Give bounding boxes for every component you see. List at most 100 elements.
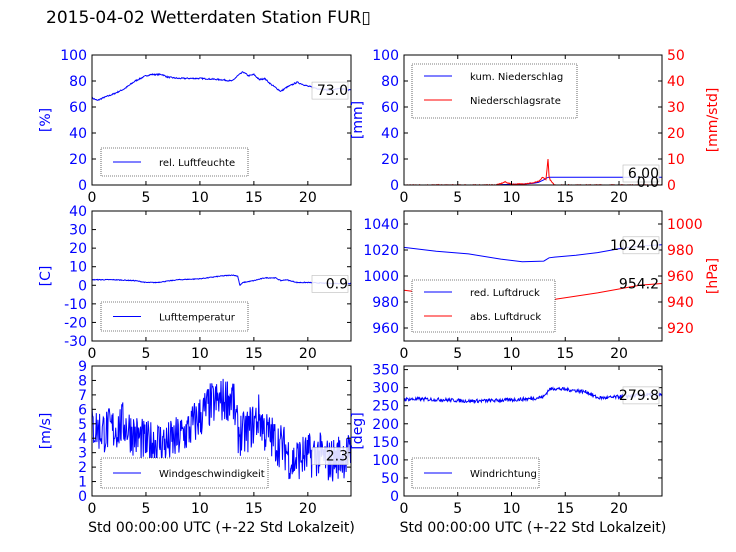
y-right-tick-label: 960 xyxy=(667,269,694,285)
y-tick-label: 150 xyxy=(372,435,399,451)
current-value-label: 279.8 xyxy=(619,388,659,404)
x-tick-label: 20 xyxy=(610,190,628,206)
x-tick-label: 10 xyxy=(191,346,209,362)
y-tick-label: -30 xyxy=(64,334,87,350)
legend-label: kum. Niederschlag xyxy=(470,72,563,83)
current-value-label: 1024.0 xyxy=(610,238,659,254)
x-tick-label: 15 xyxy=(556,346,574,362)
x-tick-label: 0 xyxy=(88,501,97,517)
y-axis-label: [deg] xyxy=(350,412,366,449)
legend-label: Lufttemperatur xyxy=(159,313,236,324)
x-tick-label: 0 xyxy=(88,190,97,206)
y-tick-label: 100 xyxy=(60,48,87,64)
series-line-1 xyxy=(404,386,662,405)
y-tick-label: 6 xyxy=(78,402,87,418)
legend-label: rel. Luftfeuchte xyxy=(159,158,235,169)
series-line-1 xyxy=(404,244,662,263)
x-tick-label: 5 xyxy=(141,346,150,362)
value-label-box xyxy=(622,236,660,255)
y-tick-label: 2 xyxy=(78,460,87,476)
y-tick-label: 1040 xyxy=(363,217,399,233)
current-value-label: 6.00 xyxy=(628,166,659,182)
x-tick-label: 5 xyxy=(453,501,462,517)
y-right-tick-label: 0 xyxy=(667,178,676,194)
y-tick-label: 0 xyxy=(78,178,87,194)
current-value-label: 0.9 xyxy=(326,276,348,292)
y-axis-label: [C] xyxy=(38,266,54,287)
y-tick-label: 20 xyxy=(69,152,87,168)
x-tick-label: 15 xyxy=(556,501,574,517)
y-right-tick-label: 50 xyxy=(667,48,685,64)
x-tick-label: 0 xyxy=(400,346,409,362)
y-right-tick-label: 10 xyxy=(667,152,685,168)
legend-label: red. Luftdruck xyxy=(470,288,540,299)
y-tick-label: 5 xyxy=(78,417,87,433)
value-label-box xyxy=(622,164,660,183)
series-line-1 xyxy=(92,378,351,482)
y-right-tick-label: 980 xyxy=(667,243,694,259)
current-value-label: 2.3 xyxy=(326,449,348,465)
y-tick-label: 1000 xyxy=(363,269,399,285)
current-value-label-right: 954.2 xyxy=(619,277,659,293)
y-tick-label: -20 xyxy=(64,315,87,331)
x-tick-label: 15 xyxy=(556,190,574,206)
y-tick-label: 350 xyxy=(372,363,399,379)
y-right-tick-label: 20 xyxy=(667,126,685,142)
x-tick-label: 0 xyxy=(400,501,409,517)
x-tick-label: 15 xyxy=(245,346,263,362)
x-axis-label: Std 00:00:00 UTC (+-22 Std Lokalzeit) xyxy=(400,520,667,536)
y-right-tick-label: 30 xyxy=(667,100,685,116)
y-tick-label: 10 xyxy=(69,260,87,276)
legend-box xyxy=(411,63,578,119)
x-tick-label: 0 xyxy=(88,346,97,362)
y-tick-label: 0 xyxy=(390,489,399,505)
y-axis-label: [%] xyxy=(38,108,54,132)
x-tick-label: 5 xyxy=(453,346,462,362)
y-axis-label: [m/s] xyxy=(38,413,54,450)
y-tick-label: 4 xyxy=(78,431,87,447)
y-tick-label: -10 xyxy=(64,297,87,313)
legend-label: Niederschlagsrate xyxy=(470,96,561,107)
y-right-tick-label: 940 xyxy=(667,295,694,311)
x-tick-label: 15 xyxy=(245,190,263,206)
x-tick-label: 10 xyxy=(503,190,521,206)
legend-label: Windrichtung xyxy=(470,469,537,480)
series-line-1 xyxy=(92,71,351,101)
y-tick-label: 1 xyxy=(78,475,87,491)
legend-label: Windgeschwindigkeit xyxy=(159,469,265,480)
plot-frame xyxy=(403,54,663,186)
x-tick-label: 10 xyxy=(191,190,209,206)
y-tick-label: 60 xyxy=(381,100,399,116)
plot-frame xyxy=(91,210,352,342)
y-tick-label: 20 xyxy=(381,152,399,168)
y-tick-label: 100 xyxy=(372,453,399,469)
y-tick-label: 980 xyxy=(372,295,399,311)
x-tick-label: 5 xyxy=(141,501,150,517)
figure-title: 2015-04-02 Wetterdaten Station FUR▯ xyxy=(46,8,371,28)
y-tick-label: 9 xyxy=(78,359,87,375)
y-tick-label: 300 xyxy=(372,381,399,397)
plot-frame xyxy=(403,365,663,497)
y-tick-label: 40 xyxy=(381,126,399,142)
value-label-box xyxy=(311,81,349,100)
y-tick-label: 1020 xyxy=(363,243,399,259)
y-tick-label: 80 xyxy=(381,74,399,90)
x-tick-label: 5 xyxy=(141,190,150,206)
y-right-axis-label: [hPa] xyxy=(705,258,721,294)
x-tick-label: 20 xyxy=(299,190,317,206)
x-tick-label: 15 xyxy=(245,501,263,517)
series-line-1 xyxy=(92,274,351,286)
y-tick-label: 30 xyxy=(69,223,87,239)
x-tick-label: 20 xyxy=(299,346,317,362)
x-tick-label: 5 xyxy=(453,190,462,206)
x-tick-label: 20 xyxy=(610,501,628,517)
y-right-tick-label: 40 xyxy=(667,74,685,90)
legend-box xyxy=(411,279,556,333)
current-value-label-right: 0.0 xyxy=(637,175,659,191)
legend-label: abs. Luftdruck xyxy=(470,312,541,323)
plot-frame xyxy=(91,54,352,186)
x-tick-label: 20 xyxy=(299,501,317,517)
y-tick-label: 40 xyxy=(69,126,87,142)
y-tick-label: 200 xyxy=(372,417,399,433)
